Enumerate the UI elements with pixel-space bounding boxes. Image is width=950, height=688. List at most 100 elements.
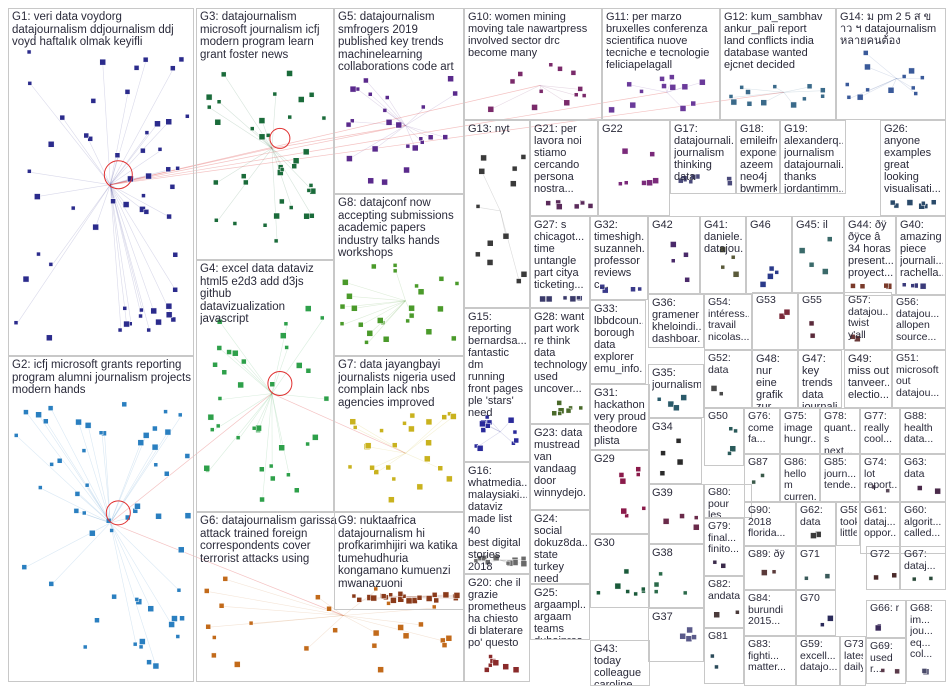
node-g10 xyxy=(570,70,577,76)
group-box-g11: G11: per marzo bruxelles conferenza scie… xyxy=(602,8,720,120)
group-label-g25: G25: argaampl... argaam teams dubaipres.… xyxy=(534,587,587,639)
node-g40 xyxy=(910,283,915,288)
group-label-g42: G42 xyxy=(652,219,673,231)
node-g5 xyxy=(452,90,458,97)
node-g2 xyxy=(13,433,19,438)
edge xyxy=(385,111,406,126)
node-g13 xyxy=(486,259,494,266)
edge xyxy=(110,123,158,185)
edge xyxy=(110,184,175,321)
node-g9 xyxy=(390,597,397,604)
edge xyxy=(216,148,273,184)
node-g5 xyxy=(367,177,374,185)
edge xyxy=(405,125,446,138)
node-g63 xyxy=(917,485,923,491)
group-label-g66: G66: r xyxy=(870,603,900,614)
node-g12 xyxy=(730,98,738,106)
node-g8 xyxy=(408,304,415,312)
group-label-g9: G9: nuktaafrica datajournalism hi profka… xyxy=(338,515,458,590)
edge xyxy=(110,184,127,325)
node-g1 xyxy=(117,327,123,333)
node-g4 xyxy=(259,496,265,503)
node-g5 xyxy=(447,75,454,82)
node-g1 xyxy=(165,118,172,126)
node-g6 xyxy=(371,642,378,649)
node-g8 xyxy=(392,263,398,268)
edge xyxy=(271,95,277,149)
node-g42 xyxy=(670,241,677,248)
node-g6 xyxy=(372,629,380,637)
edge xyxy=(16,184,111,324)
node-g8 xyxy=(339,321,345,326)
edge xyxy=(225,579,344,616)
group-box-g1: G1: veri data voydorg datajournalism ddj… xyxy=(8,8,194,356)
node-g3 xyxy=(273,238,279,244)
node-g6 xyxy=(418,621,424,628)
node-g72 xyxy=(873,574,879,581)
edge xyxy=(481,171,501,212)
group-label-g52: G52: data xyxy=(708,353,731,376)
group-box-g51: G51: microsoft out datajou... xyxy=(892,350,946,408)
node-g68 xyxy=(921,668,928,674)
node-g41 xyxy=(719,246,726,253)
node-g40 xyxy=(901,282,907,288)
node-g12 xyxy=(820,87,826,93)
node-g42 xyxy=(671,258,676,263)
group-label-g77: G77: really cool... xyxy=(864,411,893,445)
edge xyxy=(356,428,406,454)
edge xyxy=(110,184,150,332)
node-g1 xyxy=(46,334,53,342)
edge xyxy=(110,184,122,332)
node-g8 xyxy=(451,335,457,342)
node-g3 xyxy=(309,213,315,219)
edge xyxy=(783,90,824,93)
group-label-g16: G16: whatmedia... malaysiaki... dataviz … xyxy=(468,465,527,573)
node-g44 xyxy=(859,283,866,290)
node-g37 xyxy=(691,634,697,640)
node-g1 xyxy=(172,252,179,258)
node-g50 xyxy=(728,426,734,431)
node-g13 xyxy=(478,168,486,175)
node-g5 xyxy=(381,178,388,186)
node-g16 xyxy=(505,560,511,566)
node-g14 xyxy=(856,93,864,101)
node-g2 xyxy=(94,617,100,623)
group-label-g68: G68: im... jou... eq... col... xyxy=(910,603,933,660)
node-g32 xyxy=(599,284,606,290)
node-g1 xyxy=(90,98,97,104)
node-g4 xyxy=(217,396,223,401)
group-box-g58: G58: took little... xyxy=(836,502,860,546)
group-box-g61: G61: dataj... oppor... xyxy=(860,502,900,554)
node-g4 xyxy=(216,318,223,325)
node-g8 xyxy=(425,328,433,336)
node-g39 xyxy=(693,515,699,520)
edge xyxy=(78,421,111,523)
node-g2 xyxy=(48,581,55,587)
node-g34 xyxy=(659,470,666,476)
node-g7 xyxy=(425,418,433,426)
node-g2 xyxy=(175,634,181,639)
node-g10 xyxy=(487,106,495,113)
node-g15 xyxy=(512,429,518,435)
node-g4 xyxy=(283,321,289,327)
cross-group-edge xyxy=(110,148,272,186)
node-g4 xyxy=(305,368,312,374)
group-label-g14: G14: ม pm 2 5 ส ข าว ฯ datajournalism หล… xyxy=(840,11,937,47)
node-g5 xyxy=(405,143,411,149)
node-g11 xyxy=(679,105,687,112)
node-g8 xyxy=(437,305,444,313)
node-g1 xyxy=(170,316,177,323)
node-g4 xyxy=(241,358,247,365)
node-g46 xyxy=(767,273,774,280)
group-box-g12: G12: kum_sambhav ankur_pali report land … xyxy=(720,8,836,120)
edge xyxy=(37,184,111,197)
node-g1 xyxy=(13,320,19,325)
group-label-g41: G41: daniele... datajou... xyxy=(704,219,743,255)
node-g37 xyxy=(679,633,686,640)
node-g69 xyxy=(894,668,900,675)
node-g3 xyxy=(240,173,247,179)
node-g1 xyxy=(114,152,121,158)
node-g6 xyxy=(204,588,210,594)
node-g1 xyxy=(166,213,172,220)
